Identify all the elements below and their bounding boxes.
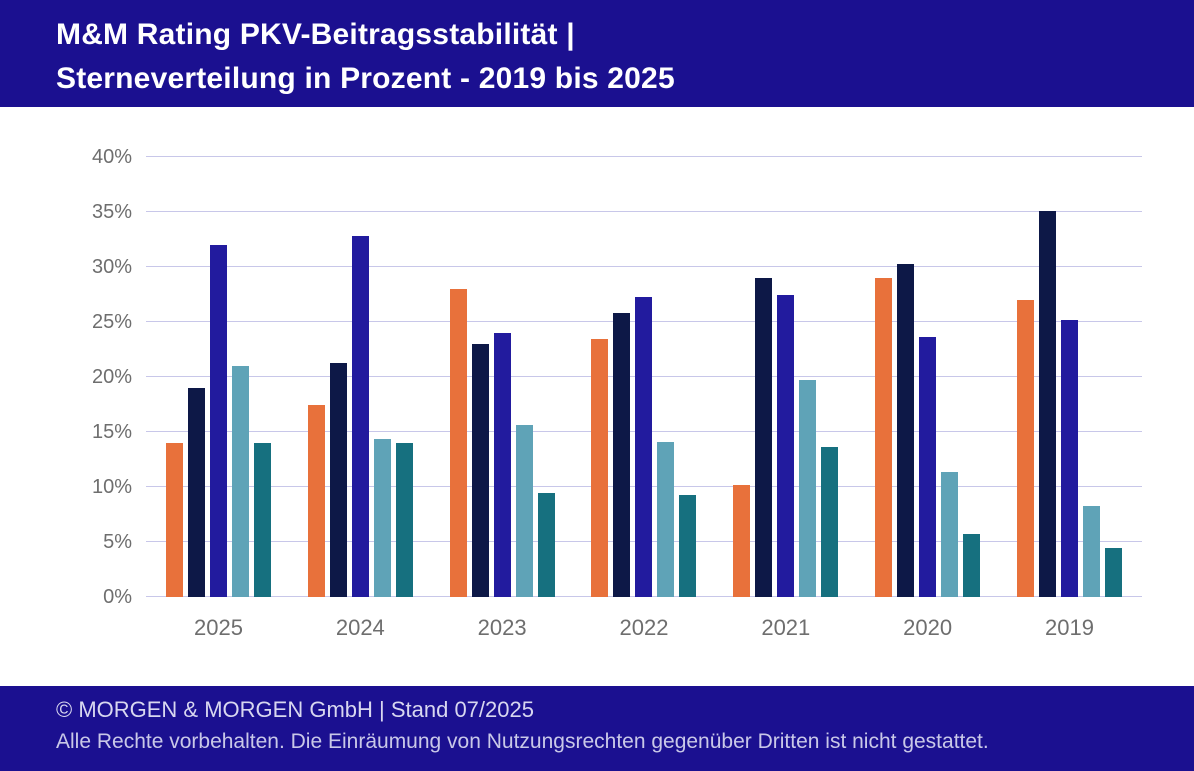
bar-dark-teal-2020 [963, 534, 981, 597]
bar-light-teal-2021 [799, 380, 817, 597]
bar-group-2025 [166, 157, 271, 597]
bar-royal-blue-2022 [635, 296, 653, 597]
y-axis-tick-label: 10% [91, 476, 132, 498]
y-axis-tick-label: 20% [91, 366, 132, 388]
bar-orange-2019 [1016, 300, 1034, 597]
bar-dark-teal-2023 [537, 492, 555, 597]
x-axis-year-label: 2019 [1044, 615, 1094, 640]
bar-light-teal-2020 [941, 471, 959, 597]
bar-dark-navy-2020 [897, 263, 915, 597]
bar-light-teal-2024 [373, 438, 391, 597]
bar-orange-2020 [875, 278, 893, 597]
bar-dark-teal-2021 [821, 447, 839, 597]
bar-light-teal-2019 [1082, 505, 1100, 597]
x-axis-year-label: 2020 [903, 615, 953, 640]
bar-orange-2024 [307, 404, 325, 597]
y-axis-tick-label: 5% [103, 531, 132, 553]
bar-light-teal-2025 [232, 366, 249, 597]
bar-royal-blue-2021 [777, 294, 795, 597]
chart-header: M&M Rating PKV-Beitragsstabilität | Ster… [0, 0, 1194, 107]
y-axis-tick-label: 30% [91, 256, 132, 278]
bar-royal-blue-2023 [493, 333, 511, 597]
plot-area [146, 156, 1142, 597]
bar-group-2024 [307, 157, 413, 597]
y-axis-tick-label: 35% [91, 201, 132, 223]
chart-footer: © MORGEN & MORGEN GmbH | Stand 07/2025 A… [0, 686, 1194, 771]
bar-orange-2021 [733, 484, 751, 597]
bar-orange-2023 [449, 289, 467, 597]
y-axis-tick-label: 40% [91, 146, 132, 168]
bar-dark-teal-2025 [254, 443, 271, 597]
bar-dark-navy-2021 [755, 278, 773, 597]
bar-groups [146, 157, 1142, 597]
gridline [146, 266, 1142, 267]
y-axis-tick-label: 0% [103, 586, 132, 608]
bar-group-2023 [449, 157, 555, 597]
bar-orange-2022 [591, 338, 609, 597]
copyright-text: © MORGEN & MORGEN GmbH | Stand 07/2025 [56, 697, 534, 722]
bar-dark-navy-2023 [471, 344, 489, 597]
x-axis-year-label: 2024 [335, 615, 385, 640]
gridline [146, 156, 1142, 157]
bar-dark-navy-2019 [1038, 210, 1056, 597]
bar-dark-navy-2024 [329, 362, 347, 597]
bar-dark-teal-2024 [395, 443, 413, 597]
bar-group-2019 [1016, 157, 1122, 597]
bar-dark-navy-2022 [613, 313, 631, 597]
rights-text: Alle Rechte vorbehalten. Die Einräumung … [56, 730, 989, 753]
bar-royal-blue-2024 [351, 236, 369, 597]
x-axis-year-label: 2023 [477, 615, 527, 640]
bar-royal-blue-2019 [1060, 319, 1078, 597]
x-axis-year-label: 2025 [194, 615, 243, 640]
bar-group-2020 [875, 157, 981, 597]
x-axis-year-label: 2021 [761, 615, 811, 640]
bar-royal-blue-2025 [210, 245, 227, 597]
y-axis-tick-label: 15% [91, 421, 132, 443]
bar-chart: 0% 5% 10% 15% 20% 25% 30% 35% 40% 2025 2024 2023 20… [0, 107, 1194, 686]
bar-light-teal-2023 [515, 425, 533, 597]
bar-light-teal-2022 [657, 441, 675, 597]
bar-dark-teal-2019 [1104, 547, 1122, 597]
bar-royal-blue-2020 [919, 337, 937, 597]
gridline [146, 211, 1142, 212]
page-title-line-2: Sterneverteilung in Prozent - 2019 bis 2… [56, 62, 675, 95]
bar-orange-2025 [166, 443, 183, 597]
page-title-line-1: M&M Rating PKV-Beitragsstabilität | [56, 18, 575, 51]
bar-group-2021 [733, 157, 839, 597]
x-axis-year-label: 2022 [619, 615, 669, 640]
bar-group-2022 [591, 157, 697, 597]
y-axis-tick-label: 25% [91, 311, 132, 333]
bar-dark-navy-2025 [188, 388, 205, 597]
bar-dark-teal-2022 [679, 494, 697, 597]
x-axis: 2025 2024 2023 2022 2021 2020 2019 [146, 615, 1142, 641]
